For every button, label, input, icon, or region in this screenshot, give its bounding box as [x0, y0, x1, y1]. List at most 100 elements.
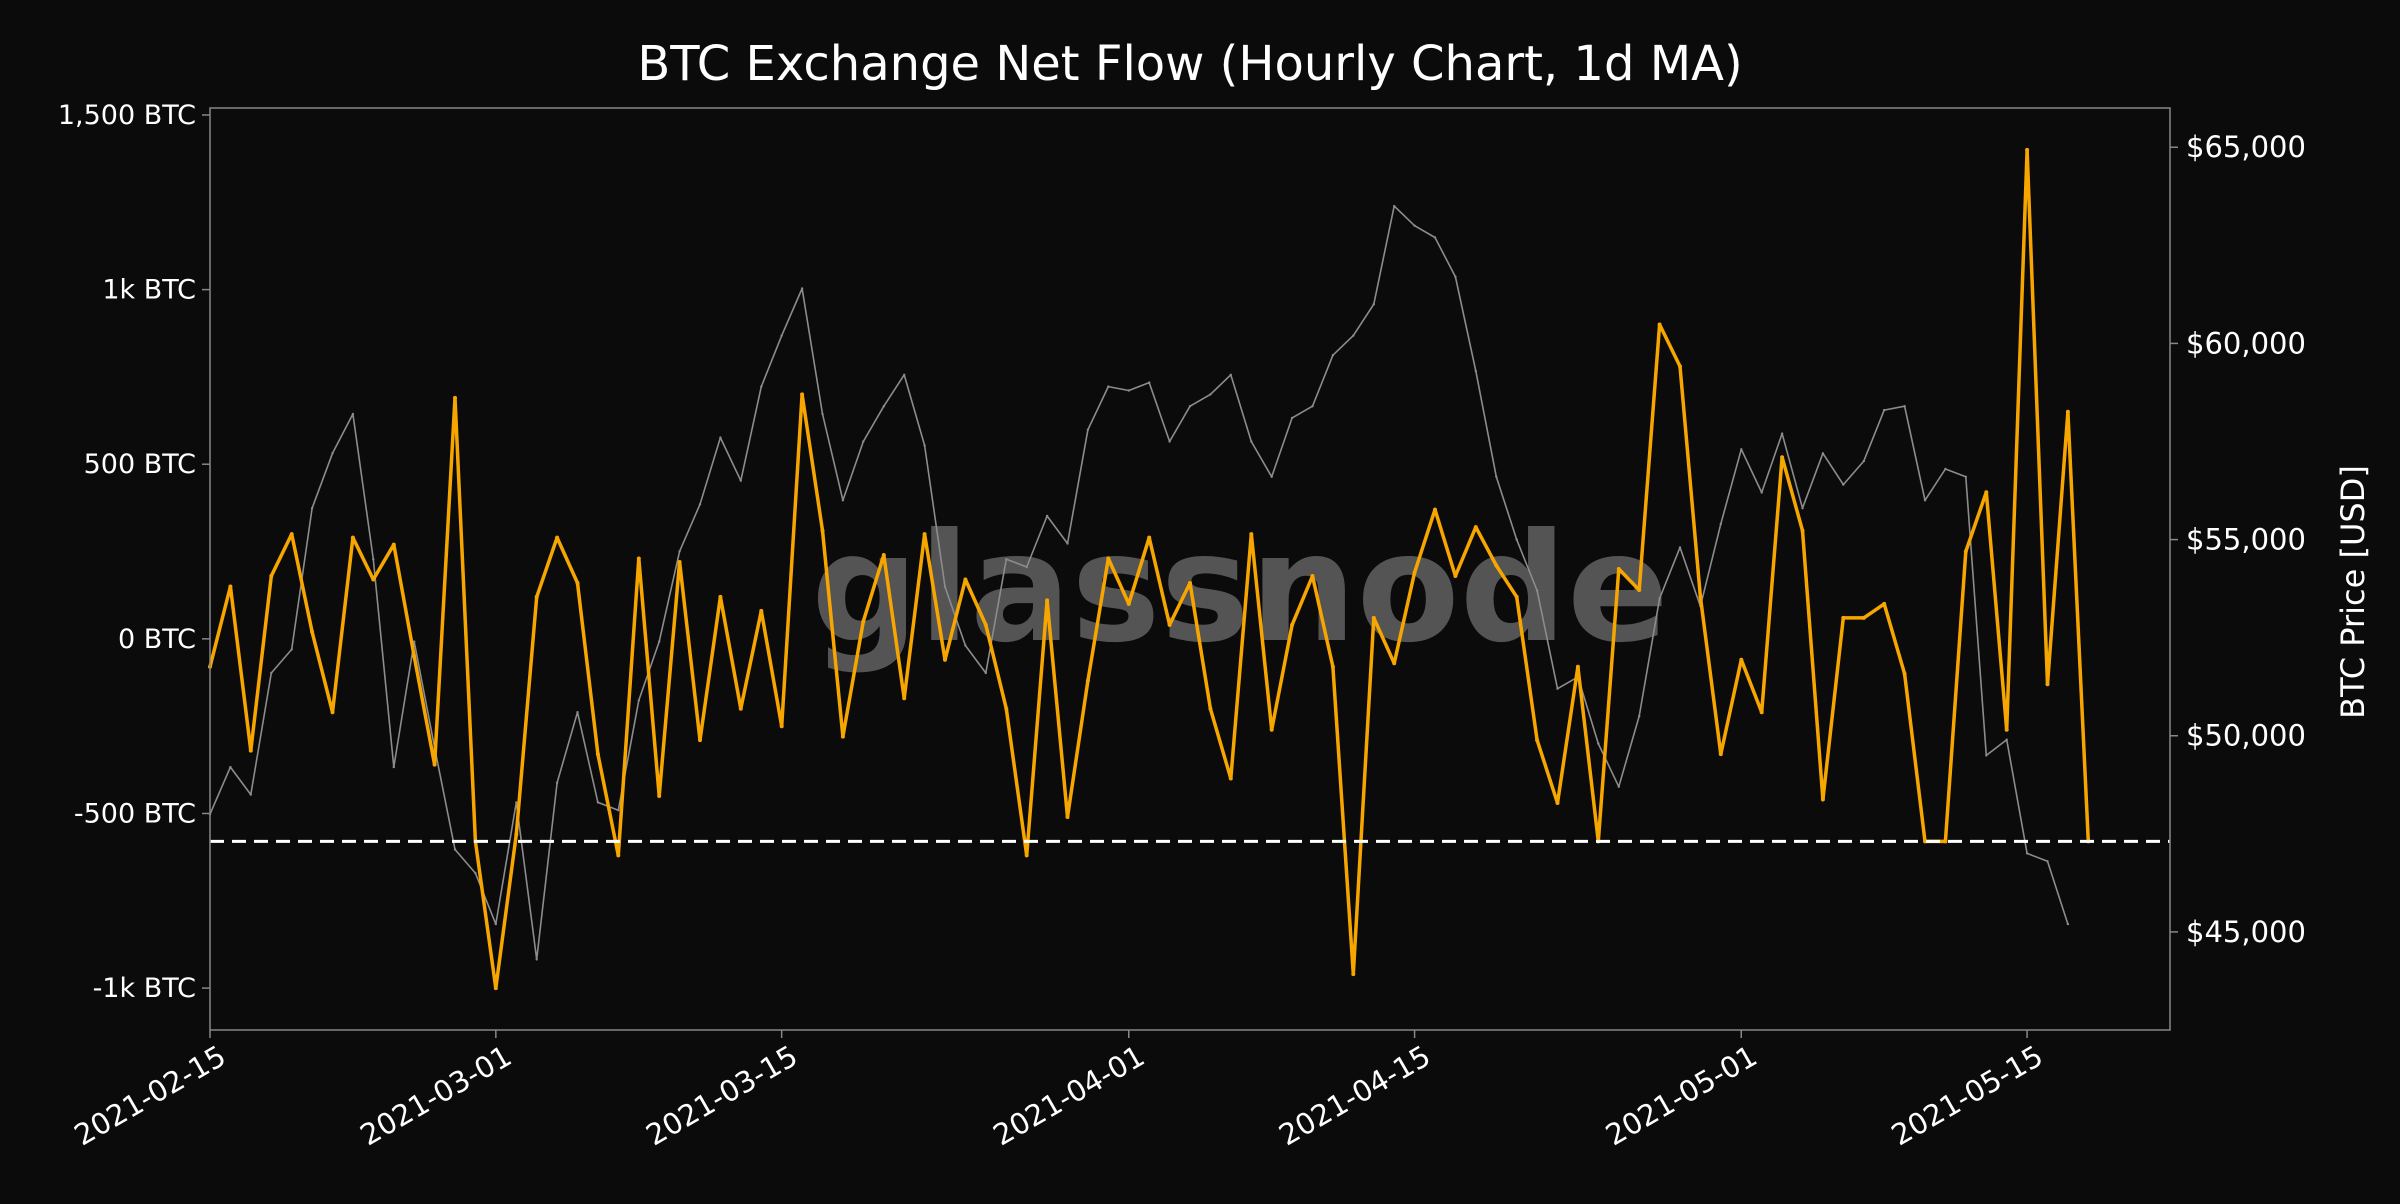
- price-point-19: [596, 801, 600, 804]
- price-point-62: [1474, 369, 1478, 373]
- net-flow-point-22: [657, 794, 662, 798]
- right-tick-label-1: $60,000: [2186, 326, 2306, 360]
- price-point-80: [1842, 483, 1845, 486]
- price-point-64: [1515, 538, 1518, 541]
- net-flow-point-78: [1800, 528, 1805, 533]
- price-point-8: [372, 558, 375, 561]
- left-axis-ticks: 1,500 BTC 1k BTC 500 BTC 0 BTC -500 BTC -1k B…: [58, 100, 210, 1004]
- price-point-6: [331, 452, 334, 455]
- price-point-21: [637, 699, 640, 702]
- price-point-61: [1454, 275, 1457, 278]
- price-point-5: [310, 507, 314, 510]
- net-flow-point-10: [412, 654, 417, 659]
- price-point-13: [474, 871, 477, 875]
- price-point-86: [1964, 475, 1968, 478]
- net-flow-point-81: [1861, 615, 1866, 620]
- net-flow-point-29: [800, 392, 805, 397]
- right-axis-label: BTC Price [USD]: [2334, 465, 2372, 719]
- price-point-34: [903, 373, 906, 376]
- price-point-10: [413, 640, 416, 643]
- net-flow-point-26: [738, 706, 743, 711]
- left-tick-label-1: 1k BTC: [102, 275, 196, 306]
- net-flow-point-45: [1126, 601, 1131, 606]
- net-flow-point-1: [228, 584, 233, 589]
- net-flow-point-67: [1575, 664, 1580, 669]
- net-flow-point-74: [1718, 752, 1723, 757]
- net-flow-point-43: [1085, 678, 1090, 683]
- net-flow-point-34: [902, 696, 907, 701]
- net-flow-point-7: [350, 535, 355, 540]
- net-flow-point-69: [1616, 567, 1621, 571]
- price-point-12: [453, 848, 457, 851]
- price-point-66: [1556, 687, 1559, 690]
- price-point-58: [1393, 204, 1396, 208]
- net-flow-point-42: [1065, 815, 1070, 819]
- price-point-83: [1903, 405, 1906, 408]
- price-point-35: [923, 444, 926, 447]
- net-flow-point-3: [269, 574, 274, 578]
- price-point-31: [841, 499, 845, 502]
- price-point-3: [270, 671, 273, 675]
- price-point-89: [2025, 852, 2029, 855]
- price-point-54: [1311, 405, 1314, 408]
- price-point-53: [1290, 416, 1294, 420]
- price-point-47: [1168, 440, 1171, 443]
- price-point-70: [1638, 714, 1641, 718]
- price-point-17: [555, 781, 559, 784]
- net-flow-point-60: [1433, 507, 1437, 512]
- left-tick-label-2: 500 BTC: [84, 449, 196, 480]
- price-point-56: [1352, 334, 1355, 337]
- right-tick-label-2: $55,000: [2186, 523, 2306, 557]
- price-point-20: [617, 809, 620, 812]
- net-flow-point-47: [1167, 622, 1172, 627]
- chart-title: BTC Exchange Net Flow (Hourly Chart, 1d …: [637, 36, 1742, 92]
- price-point-32: [862, 440, 865, 443]
- net-flow-point-15: [514, 832, 519, 837]
- price-point-75: [1740, 448, 1743, 451]
- net-flow-point-40: [1024, 853, 1029, 858]
- price-point-79: [1821, 452, 1825, 455]
- net-flow-point-91: [2065, 409, 2070, 414]
- price-point-82: [1883, 408, 1886, 412]
- price-point-43: [1086, 428, 1090, 431]
- price-point-49: [1209, 393, 1212, 396]
- net-flow-point-52: [1269, 727, 1274, 732]
- price-point-7: [351, 412, 355, 416]
- net-flow-point-65: [1535, 738, 1540, 743]
- watermark-logo: glassnode: [811, 502, 1669, 676]
- right-tick-label-4: $45,000: [2186, 915, 2306, 949]
- net-flow-point-38: [983, 622, 988, 627]
- net-flow-point-61: [1453, 574, 1458, 578]
- net-flow-point-16: [534, 594, 539, 599]
- net-flow-point-58: [1392, 661, 1397, 666]
- net-flow-point-53: [1290, 622, 1295, 627]
- price-point-27: [760, 385, 763, 388]
- net-flow-point-41: [1045, 598, 1050, 603]
- price-point-40: [1025, 565, 1028, 569]
- price-point-36: [943, 585, 947, 588]
- price-point-9: [392, 765, 395, 769]
- net-flow-point-12: [453, 395, 457, 400]
- price-point-45: [1127, 389, 1131, 392]
- price-point-24: [698, 503, 702, 506]
- net-flow-point-14: [493, 986, 498, 991]
- right-tick-label-0: $65,000: [2186, 130, 2306, 164]
- price-point-74: [1719, 522, 1723, 526]
- net-flow-point-82: [1882, 601, 1887, 606]
- plot-frame: [209, 107, 2171, 1031]
- price-point-22: [658, 640, 661, 643]
- net-flow-point-2: [248, 748, 253, 753]
- price-point-60: [1433, 236, 1437, 239]
- net-flow-point-89: [2025, 147, 2030, 152]
- net-flow-point-48: [1188, 581, 1192, 585]
- price-point-38: [984, 671, 987, 675]
- price-point-59: [1413, 224, 1416, 227]
- net-flow-point-30: [820, 528, 825, 533]
- price-point-77: [1780, 432, 1784, 435]
- net-flow-point-75: [1739, 657, 1744, 662]
- net-flow-point-86: [1963, 549, 1968, 554]
- price-point-26: [739, 479, 742, 482]
- net-flow-point-44: [1106, 556, 1111, 561]
